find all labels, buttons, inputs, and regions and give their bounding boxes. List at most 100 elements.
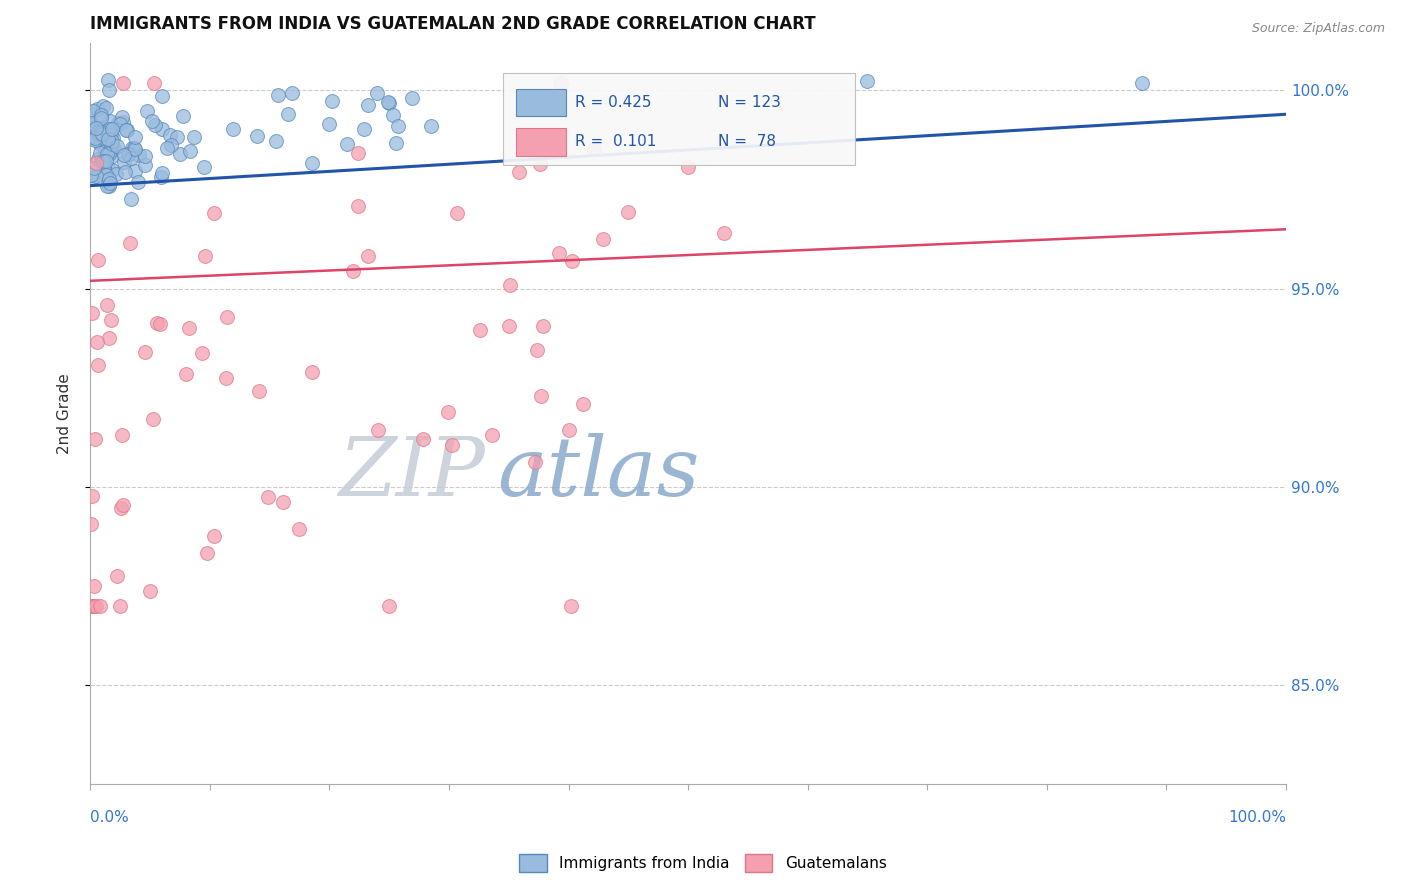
Point xyxy=(97,73,120,87)
Point xyxy=(257,491,280,505)
Point xyxy=(101,122,124,136)
Point xyxy=(159,137,181,152)
Point xyxy=(105,139,128,153)
Point xyxy=(246,128,269,143)
Point xyxy=(97,147,120,161)
Point xyxy=(347,199,370,213)
Point xyxy=(159,128,181,142)
Point xyxy=(82,599,104,613)
Point xyxy=(128,148,150,162)
Point xyxy=(557,423,579,437)
Point xyxy=(96,168,118,182)
Point xyxy=(91,153,114,168)
Point xyxy=(84,433,107,447)
Point xyxy=(90,107,112,121)
Point xyxy=(114,165,136,179)
Point xyxy=(89,145,111,160)
Point xyxy=(87,125,110,139)
Point xyxy=(357,249,380,263)
Point xyxy=(318,117,340,131)
Point xyxy=(103,142,125,156)
Point xyxy=(353,122,375,136)
Point xyxy=(120,192,142,206)
Point xyxy=(98,176,121,190)
Point xyxy=(83,131,105,145)
Point xyxy=(89,120,111,135)
Text: N =  78: N = 78 xyxy=(718,134,776,149)
Point xyxy=(83,599,105,613)
Point xyxy=(150,169,173,184)
Point xyxy=(80,116,103,130)
Point xyxy=(264,134,287,148)
Point xyxy=(100,143,122,157)
Point xyxy=(342,264,364,278)
Point xyxy=(93,131,115,145)
Point xyxy=(83,579,105,593)
Point xyxy=(97,131,120,145)
Point xyxy=(377,95,399,110)
Point xyxy=(195,545,218,559)
Point xyxy=(446,206,468,220)
Point xyxy=(112,114,135,128)
Point xyxy=(100,150,122,164)
Point xyxy=(82,599,104,613)
Point xyxy=(617,204,640,219)
Text: IMMIGRANTS FROM INDIA VS GUATEMALAN 2ND GRADE CORRELATION CHART: IMMIGRANTS FROM INDIA VS GUATEMALAN 2ND … xyxy=(90,15,815,33)
Point xyxy=(149,318,172,332)
Point xyxy=(321,95,343,109)
Point xyxy=(82,129,104,144)
Y-axis label: 2nd Grade: 2nd Grade xyxy=(58,373,72,454)
Point xyxy=(90,111,112,125)
Point xyxy=(141,113,163,128)
Point xyxy=(499,278,522,293)
Point xyxy=(110,500,132,515)
Point xyxy=(281,87,304,101)
Point xyxy=(440,438,463,452)
Point xyxy=(481,428,503,442)
Point xyxy=(112,147,135,161)
Point xyxy=(202,206,225,220)
Point xyxy=(529,157,551,171)
Text: Source: ZipAtlas.com: Source: ZipAtlas.com xyxy=(1251,22,1385,36)
Point xyxy=(120,151,142,165)
Point xyxy=(91,127,114,141)
Point xyxy=(713,226,735,240)
Point xyxy=(336,136,359,151)
Point xyxy=(110,117,132,131)
Point xyxy=(378,599,401,613)
Point xyxy=(179,321,201,335)
Point xyxy=(84,120,107,135)
Point xyxy=(89,137,111,152)
Text: 0.0%: 0.0% xyxy=(90,811,129,825)
Point xyxy=(82,171,104,186)
Point xyxy=(419,120,441,134)
Text: atlas: atlas xyxy=(496,433,699,513)
Point xyxy=(100,126,122,140)
Point xyxy=(84,599,107,613)
Point xyxy=(222,122,245,136)
Point xyxy=(530,388,553,402)
Point xyxy=(96,101,118,115)
Point xyxy=(301,365,323,379)
Point xyxy=(98,121,121,136)
Point xyxy=(82,122,104,136)
Point xyxy=(412,432,434,446)
Point xyxy=(86,358,108,372)
Point xyxy=(98,114,121,128)
Point xyxy=(101,137,124,152)
Point xyxy=(124,143,146,157)
FancyBboxPatch shape xyxy=(503,72,855,165)
Point xyxy=(124,164,146,178)
Point xyxy=(548,246,571,260)
Point xyxy=(437,405,460,419)
Point xyxy=(96,178,118,193)
Point xyxy=(176,367,198,381)
Point xyxy=(97,172,120,186)
Point xyxy=(118,235,141,250)
Point xyxy=(100,312,122,326)
Point xyxy=(135,104,157,119)
Point xyxy=(98,178,121,193)
Point xyxy=(150,122,173,136)
Point xyxy=(104,167,127,181)
Point xyxy=(87,253,110,268)
